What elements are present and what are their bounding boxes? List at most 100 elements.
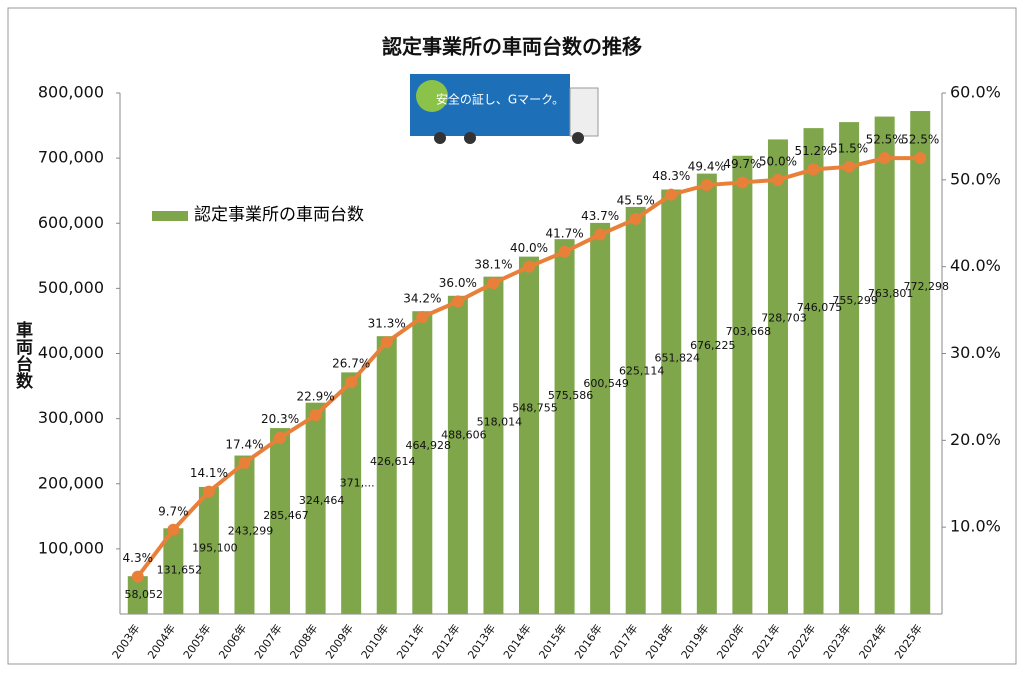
percent-point xyxy=(914,152,927,165)
bar-value-label: 243,299 xyxy=(228,525,274,538)
bar xyxy=(625,206,646,614)
y-tick-label: 400,000 xyxy=(38,343,104,362)
percent-point xyxy=(451,295,464,308)
legend: 認定事業所の車両台数 xyxy=(194,205,364,225)
bar-value-label: 651,824 xyxy=(655,351,701,364)
percent-label: 41.7% xyxy=(546,226,584,240)
percent-label: 26.7% xyxy=(332,357,370,371)
bar-value-label: 728,703 xyxy=(761,311,807,324)
bar-value-label: 58,052 xyxy=(125,588,164,601)
legend-label: 認定事業所の車両台数 xyxy=(194,205,364,225)
percent-point xyxy=(523,260,535,273)
y2-tick-label: 10.0% xyxy=(950,517,1001,536)
wheel xyxy=(434,132,446,144)
percent-point xyxy=(167,523,180,536)
bar xyxy=(341,372,362,614)
bar xyxy=(270,428,291,614)
g-logo xyxy=(416,80,448,112)
bar-value-label: 755,299 xyxy=(832,294,878,307)
bar-value-label: 324,464 xyxy=(299,494,345,507)
y-tick-label: 800,000 xyxy=(38,83,104,102)
y-tick-label: 600,000 xyxy=(38,213,104,232)
truck-cab xyxy=(569,87,599,137)
percent-point xyxy=(131,570,144,583)
bar-value-label: 575,586 xyxy=(548,389,594,402)
percent-point xyxy=(736,176,749,189)
percent-label: 22.9% xyxy=(297,390,335,404)
bar xyxy=(519,256,539,614)
percent-label: 43.7% xyxy=(581,209,619,223)
bar-value-label: 625,114 xyxy=(619,365,665,378)
y-axis-label: 車両台数 xyxy=(12,320,33,390)
percent-point xyxy=(700,179,713,192)
bar-value-label: 703,668 xyxy=(726,325,772,338)
y-tick-label: 100,000 xyxy=(38,538,104,557)
bar-value-label: 371,... xyxy=(340,476,375,489)
bar-value-label: 676,225 xyxy=(690,339,736,352)
bar xyxy=(767,139,788,614)
percent-label: 34.2% xyxy=(403,292,441,306)
percent-label: 9.7% xyxy=(158,504,189,518)
percent-label: 49.4% xyxy=(688,160,726,174)
bar xyxy=(661,189,682,614)
y-tick-label: 500,000 xyxy=(38,278,104,297)
y-tick-label: 300,000 xyxy=(38,408,104,427)
percent-label: 50.0% xyxy=(759,154,797,168)
bar-value-label: 195,100 xyxy=(192,542,238,555)
y2-tick-label: 50.0% xyxy=(950,169,1001,188)
bar-value-label: 426,614 xyxy=(370,455,416,468)
percent-label: 17.4% xyxy=(225,437,263,451)
bar xyxy=(127,576,148,614)
percent-label: 31.3% xyxy=(368,317,406,331)
percent-label: 48.3% xyxy=(652,169,690,183)
percent-label: 36.0% xyxy=(439,276,477,290)
percent-point xyxy=(274,431,287,444)
percent-point xyxy=(558,245,571,258)
percent-point xyxy=(416,311,429,324)
bar xyxy=(874,116,895,615)
bar xyxy=(696,173,717,615)
percent-label: 49.7% xyxy=(723,157,761,171)
y-tick-label: 200,000 xyxy=(38,473,104,492)
percent-point xyxy=(807,163,820,176)
percent-label: 20.3% xyxy=(261,412,299,426)
percent-label: 51.5% xyxy=(830,141,868,155)
bar-value-label: 548,755 xyxy=(512,402,558,415)
bar-value-label: 600,549 xyxy=(583,377,629,390)
percent-point xyxy=(345,376,358,389)
y2-tick-label: 30.0% xyxy=(950,343,1001,362)
percent-point xyxy=(380,336,393,349)
percent-label: 14.1% xyxy=(190,466,228,480)
percent-label: 52.5% xyxy=(866,133,904,147)
percent-point xyxy=(771,173,784,186)
bar xyxy=(163,528,184,614)
percent-label: 40.0% xyxy=(510,241,548,255)
bar-value-label: 131,652 xyxy=(157,564,203,577)
percent-label: 45.5% xyxy=(617,193,655,207)
bar-value-label: 488,606 xyxy=(441,428,487,441)
bar xyxy=(554,239,575,615)
bar xyxy=(483,276,504,614)
y-tick-label: 700,000 xyxy=(38,148,104,167)
bar xyxy=(376,336,397,614)
bar-value-label: 746,075 xyxy=(797,301,843,314)
percent-label: 4.3% xyxy=(123,551,154,565)
wheel xyxy=(572,132,584,144)
bar-value-label: 464,928 xyxy=(406,439,452,452)
percent-point xyxy=(238,456,251,469)
bar xyxy=(732,155,753,615)
banner-text: 安全の証し、Gマーク。 xyxy=(436,92,564,107)
chart-title: 認定事業所の車両台数の推移 xyxy=(382,35,642,59)
bar xyxy=(447,295,468,614)
y2-tick-label: 40.0% xyxy=(950,256,1001,275)
bar xyxy=(412,311,433,614)
percent-point xyxy=(487,277,500,290)
bar-value-label: 285,467 xyxy=(263,509,309,522)
bar xyxy=(803,128,824,614)
bar-value-label: 518,014 xyxy=(477,415,523,428)
percent-point xyxy=(843,160,856,173)
percent-point xyxy=(629,212,642,225)
bar-value-label: 772,298 xyxy=(903,280,949,293)
bar xyxy=(590,222,611,615)
